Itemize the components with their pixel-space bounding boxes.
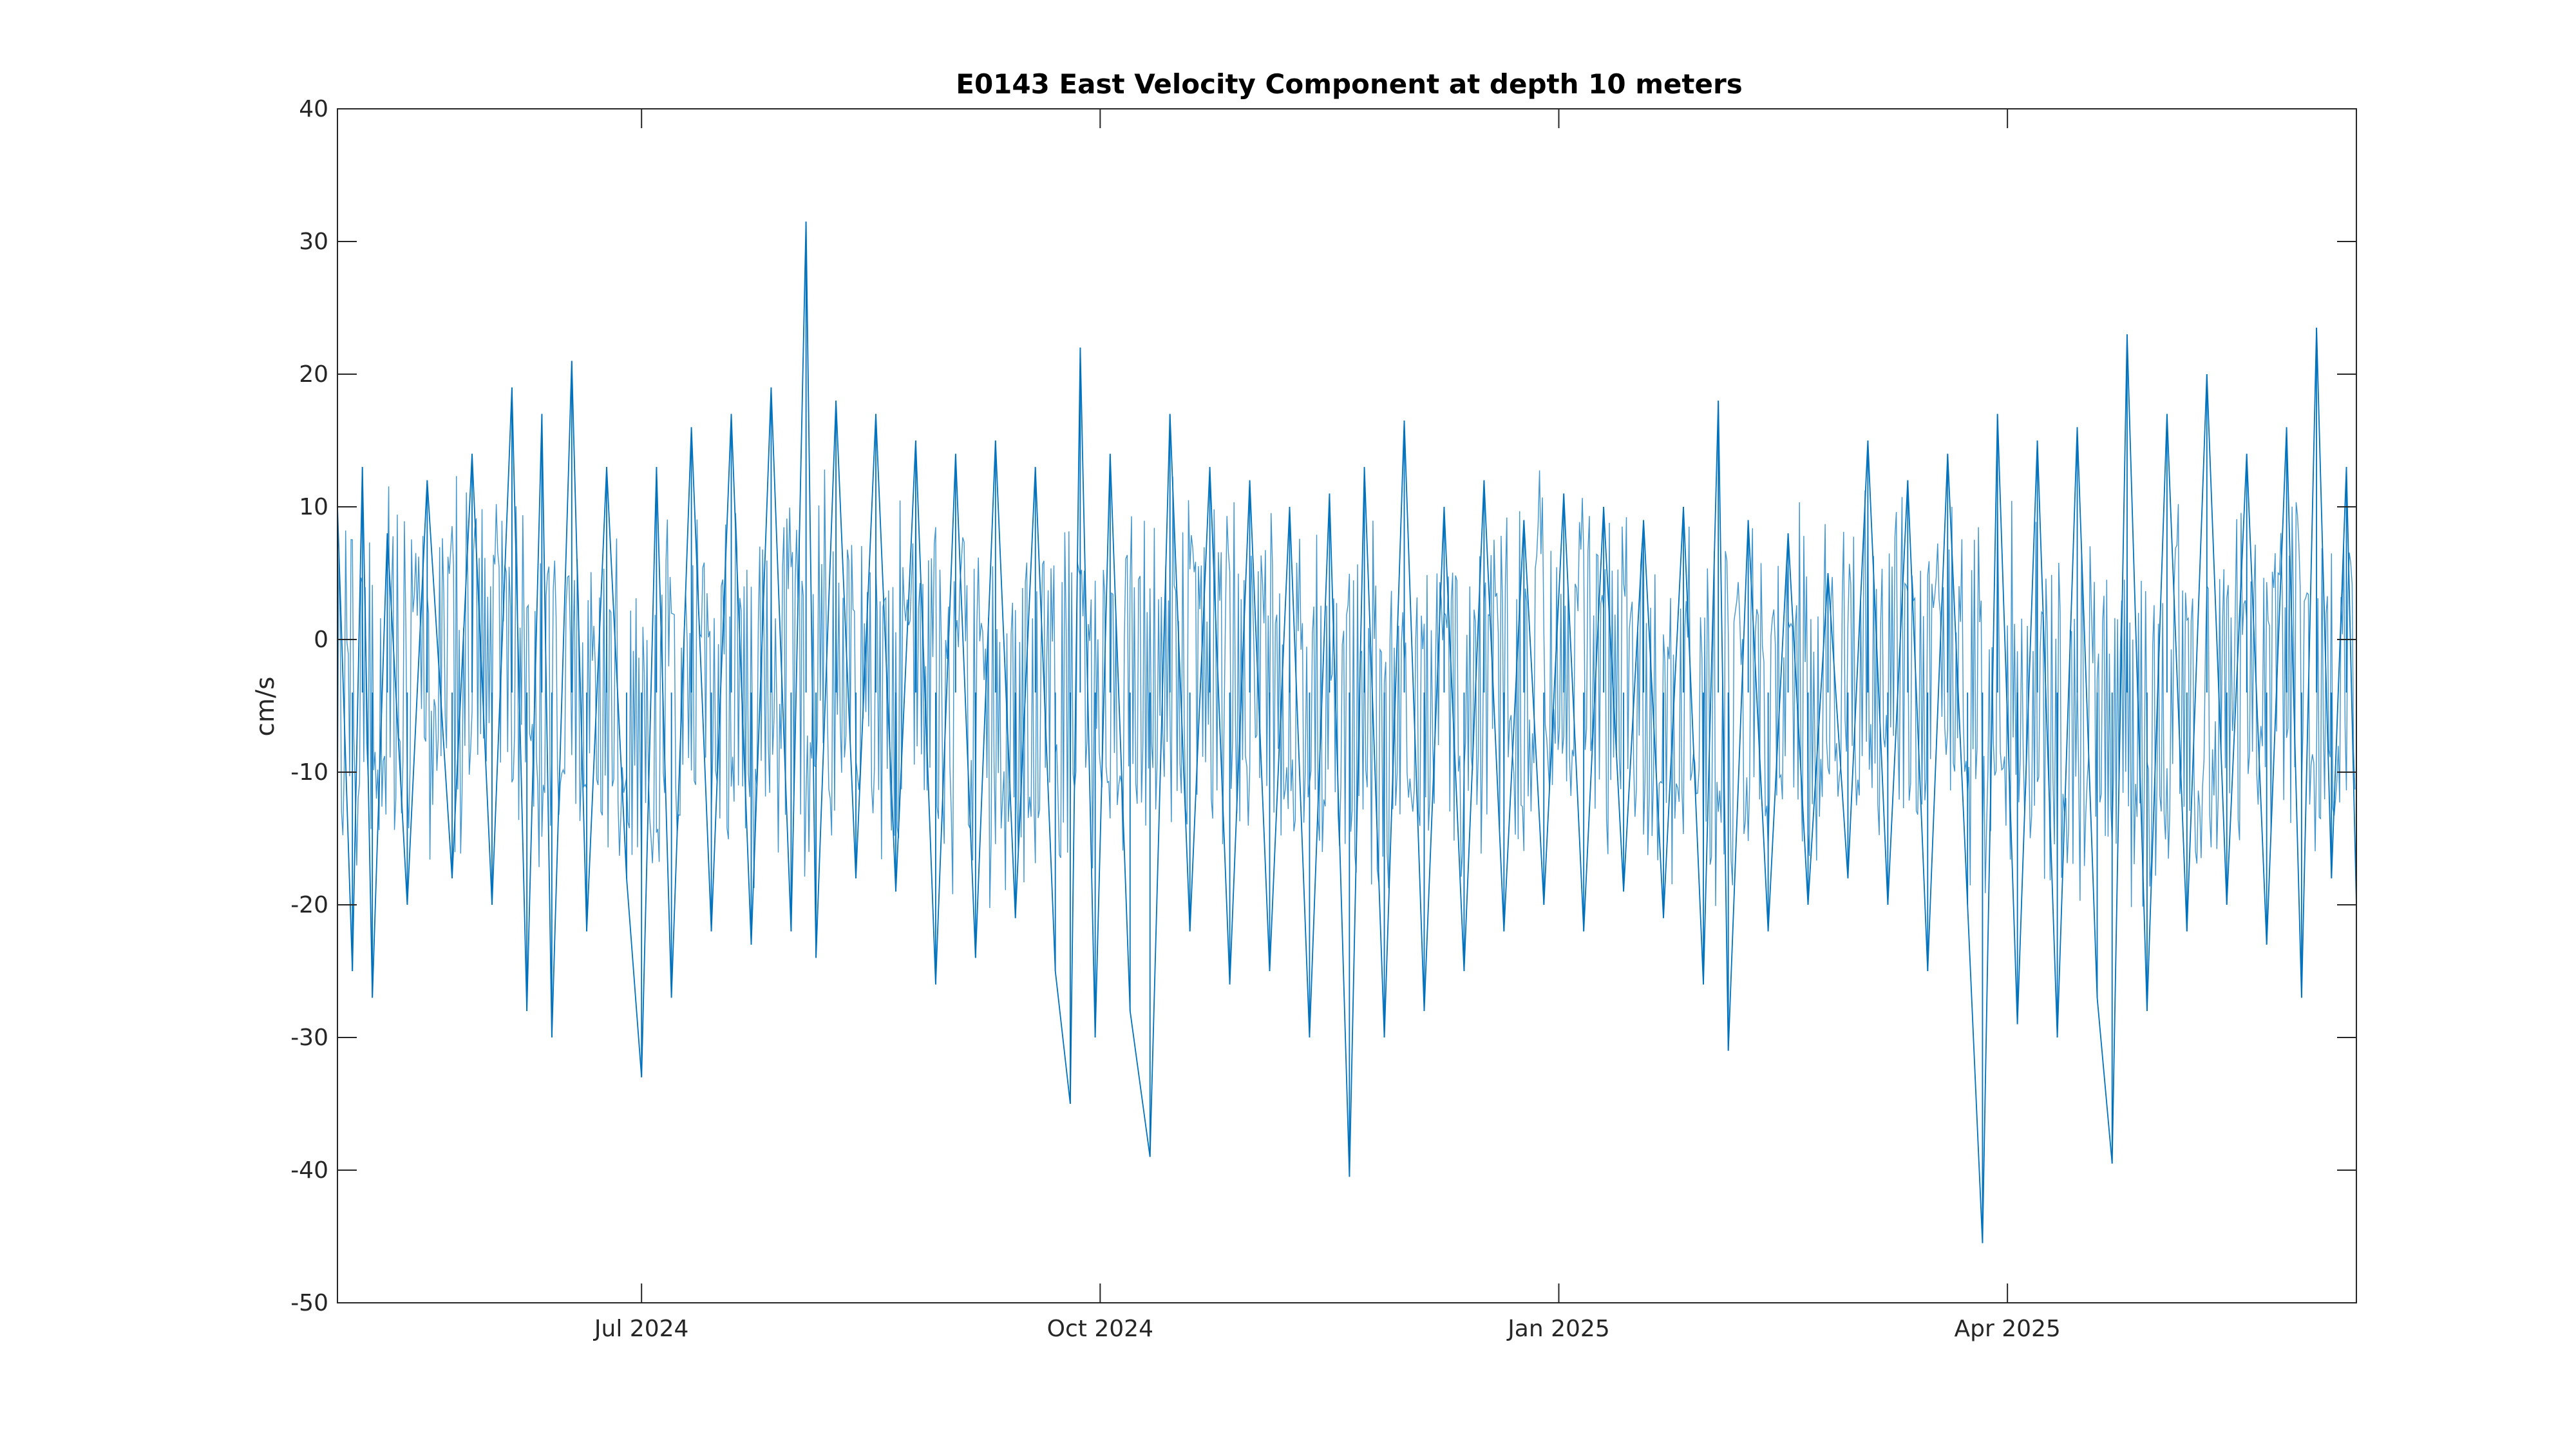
y-tick-label: 20 <box>299 361 328 388</box>
plot-area <box>337 109 2356 1303</box>
y-axis-label: cm/s <box>251 677 280 737</box>
y-tick-label: -10 <box>290 759 328 786</box>
x-tick-label: Jan 2025 <box>1506 1316 1610 1342</box>
y-tick-label: 10 <box>299 494 328 520</box>
ticks-layer: 40 30 20 10 0 -10 -20 -30 -40 -50 Jul 2024 Oct 2024… <box>290 96 2356 1342</box>
y-tick-label: -30 <box>290 1025 328 1051</box>
series-layer <box>337 222 2357 1244</box>
y-tick-label: -50 <box>290 1290 328 1316</box>
chart-title: E0143 East Velocity Component at depth 1… <box>956 68 1742 100</box>
x-tick-label: Jul 2024 <box>593 1316 689 1342</box>
x-tick-label: Apr 2025 <box>1954 1316 2060 1342</box>
y-tick-label: -20 <box>290 892 328 918</box>
axes-box <box>337 108 2357 1303</box>
x-tick-label: Oct 2024 <box>1047 1316 1153 1342</box>
series-texture <box>337 469 2356 909</box>
y-tick-label: -40 <box>290 1157 328 1184</box>
y-tick-label: 40 <box>299 96 328 122</box>
series-group <box>337 222 2357 1244</box>
y-tick-label: 30 <box>299 229 328 255</box>
y-tick-label: 0 <box>314 627 328 653</box>
